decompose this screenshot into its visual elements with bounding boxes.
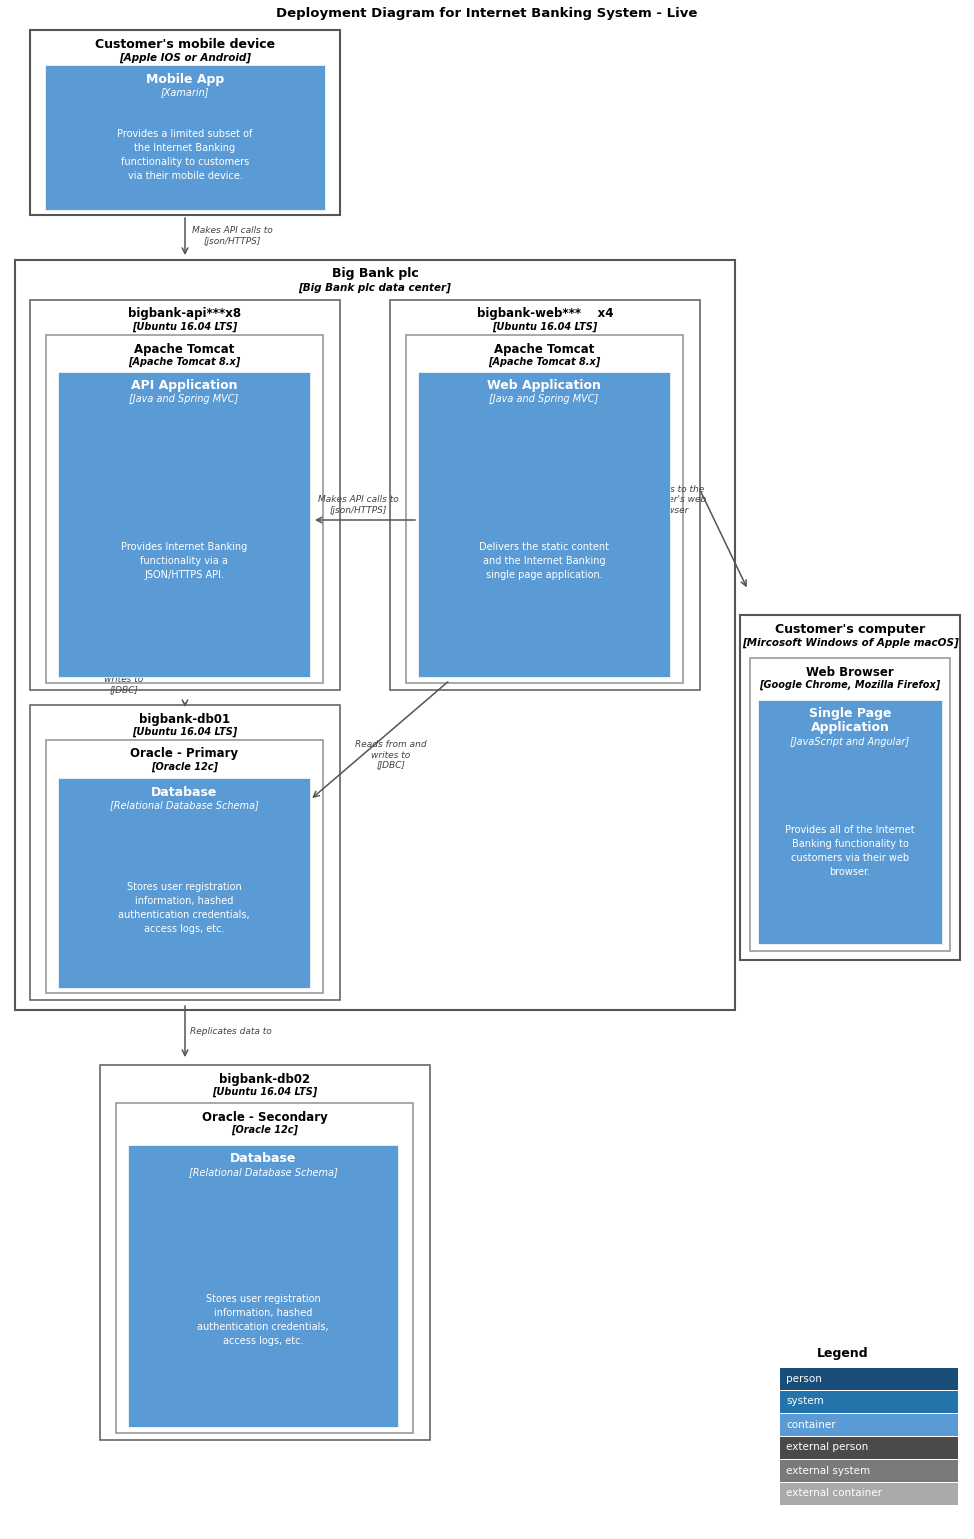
Bar <box>390 300 700 689</box>
Text: Database: Database <box>230 1153 296 1165</box>
Bar <box>30 705 340 1000</box>
Text: Provides all of the Internet
Banking functionality to
customers via their web
br: Provides all of the Internet Banking fun… <box>785 825 915 877</box>
Text: Stores user registration
information, hashed
authentication credentials,
access : Stores user registration information, ha… <box>197 1294 329 1345</box>
Text: Customer's computer: Customer's computer <box>775 622 925 636</box>
Text: [Relational Database Schema]: [Relational Database Schema] <box>189 1167 337 1177</box>
Bar <box>406 336 683 683</box>
Text: [Oracle 12c]: [Oracle 12c] <box>151 762 218 773</box>
Text: Web Browser: Web Browser <box>806 665 894 679</box>
Text: Application: Application <box>810 720 889 734</box>
Text: person: person <box>786 1373 822 1384</box>
Bar <box>30 29 340 215</box>
Bar <box>128 1145 398 1427</box>
Bar <box>58 372 310 677</box>
Bar <box>758 700 942 943</box>
Bar <box>780 1391 958 1413</box>
Text: [Mircosoft Windows of Apple macOS]: [Mircosoft Windows of Apple macOS] <box>741 637 958 648</box>
Text: [Big Bank plc data center]: [Big Bank plc data center] <box>299 283 451 292</box>
Bar <box>780 1414 958 1436</box>
Bar <box>780 1368 958 1390</box>
Text: bigbank-db02: bigbank-db02 <box>219 1073 311 1085</box>
Text: [Java and Spring MVC]: [Java and Spring MVC] <box>489 394 599 405</box>
Text: [Google Chrome, Mozilla Firefox]: [Google Chrome, Mozilla Firefox] <box>760 680 941 689</box>
Text: Deployment Diagram for Internet Banking System - Live: Deployment Diagram for Internet Banking … <box>277 8 697 20</box>
Text: [Apache Tomcat 8.x]: [Apache Tomcat 8.x] <box>488 357 601 368</box>
Text: Oracle - Primary: Oracle - Primary <box>131 748 239 760</box>
Bar <box>116 1103 413 1433</box>
Bar <box>100 1065 430 1441</box>
Text: Apache Tomcat: Apache Tomcat <box>134 343 235 356</box>
Bar <box>30 300 340 689</box>
Text: bigbank-db01: bigbank-db01 <box>139 713 231 725</box>
Text: Reads from and
writes to
[JDBC]: Reads from and writes to [JDBC] <box>88 665 160 696</box>
Text: [Apple IOS or Android]: [Apple IOS or Android] <box>119 52 251 63</box>
Text: Replicates data to: Replicates data to <box>190 1028 272 1036</box>
Text: [Ubuntu 16.04 LTS]: [Ubuntu 16.04 LTS] <box>132 322 238 332</box>
Text: container: container <box>786 1419 836 1430</box>
Text: Delivers to the
customer's web
browser: Delivers to the customer's web browser <box>635 485 706 516</box>
Text: Web Application: Web Application <box>487 380 601 392</box>
Text: Delivers the static content
and the Internet Banking
single page application.: Delivers the static content and the Inte… <box>479 542 609 580</box>
Text: [Ubuntu 16.04 LTS]: [Ubuntu 16.04 LTS] <box>132 726 238 737</box>
Text: bigbank-web***    x4: bigbank-web*** x4 <box>476 308 614 320</box>
Text: API Application: API Application <box>131 380 238 392</box>
Text: external system: external system <box>786 1465 870 1476</box>
Bar <box>750 659 950 951</box>
Bar <box>780 1461 958 1482</box>
Text: [Ubuntu 16.04 LTS]: [Ubuntu 16.04 LTS] <box>212 1087 318 1097</box>
Bar <box>45 65 325 209</box>
Text: external container: external container <box>786 1488 882 1499</box>
Text: [Relational Database Schema]: [Relational Database Schema] <box>110 800 258 810</box>
Text: Provides Internet Banking
functionality via a
JSON/HTTPS API.: Provides Internet Banking functionality … <box>121 542 247 580</box>
Bar <box>418 372 670 677</box>
Bar <box>15 260 735 1010</box>
Text: Apache Tomcat: Apache Tomcat <box>495 343 595 356</box>
Text: [Java and Spring MVC]: [Java and Spring MVC] <box>130 394 239 405</box>
Text: bigbank-api***x8: bigbank-api***x8 <box>129 308 242 320</box>
Text: external person: external person <box>786 1442 868 1453</box>
Text: Makes API calls to
[json/HTTPS]: Makes API calls to [json/HTTPS] <box>318 496 398 514</box>
Text: Stores user registration
information, hashed
authentication credentials,
access : Stores user registration information, ha… <box>118 882 249 934</box>
Text: Mobile App: Mobile App <box>146 72 224 86</box>
Text: Provides a limited subset of
the Internet Banking
functionality to customers
via: Provides a limited subset of the Interne… <box>117 129 252 182</box>
Text: Legend: Legend <box>816 1348 868 1360</box>
Text: [Xamarin]: [Xamarin] <box>161 88 209 97</box>
Text: Customer's mobile device: Customer's mobile device <box>94 37 275 51</box>
Text: Big Bank plc: Big Bank plc <box>331 268 419 280</box>
Bar <box>780 1484 958 1505</box>
Text: Reads from and
writes to
[JDBC]: Reads from and writes to [JDBC] <box>355 740 427 770</box>
Text: Database: Database <box>151 785 217 799</box>
Text: [Oracle 12c]: [Oracle 12c] <box>231 1125 298 1136</box>
Bar <box>46 336 323 683</box>
Bar <box>780 1437 958 1459</box>
Text: [JavaScript and Angular]: [JavaScript and Angular] <box>791 737 910 746</box>
Text: [Apache Tomcat 8.x]: [Apache Tomcat 8.x] <box>129 357 241 368</box>
Text: system: system <box>786 1396 824 1407</box>
Bar <box>46 740 323 993</box>
Bar <box>58 779 310 988</box>
Text: Single Page: Single Page <box>808 708 891 720</box>
Text: [Ubuntu 16.04 LTS]: [Ubuntu 16.04 LTS] <box>493 322 598 332</box>
Text: Oracle - Secondary: Oracle - Secondary <box>202 1111 327 1123</box>
Bar <box>740 616 960 960</box>
Text: Makes API calls to
[json/HTTPS]: Makes API calls to [json/HTTPS] <box>192 226 273 246</box>
